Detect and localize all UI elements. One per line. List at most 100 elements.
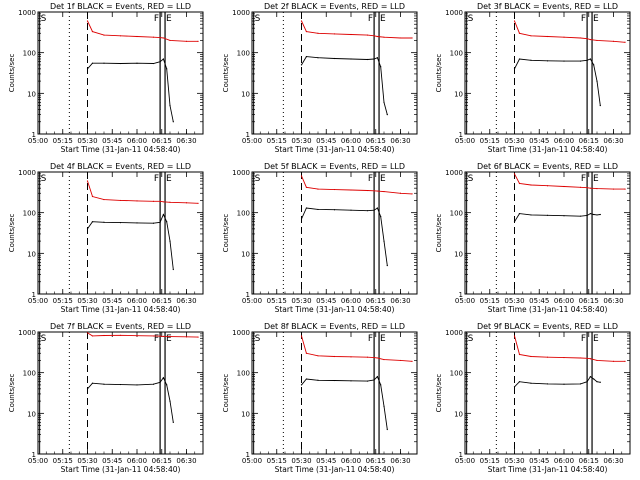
data-point-events (513, 221, 516, 223)
data-point-lld (350, 356, 352, 358)
plot-frame (464, 171, 631, 295)
data-point-lld (376, 357, 378, 359)
y-tick-label: 10 (241, 250, 250, 258)
marker-label-s: S (41, 14, 47, 24)
data-point-lld (119, 334, 122, 336)
data-point-lld (333, 188, 336, 191)
y-tick-label: 1 (459, 131, 463, 139)
data-point-events (380, 216, 382, 218)
panel-title: Det 8f BLACK = Events, RED = LLD (264, 322, 405, 331)
data-point-events (300, 384, 303, 386)
marker-label-f: F (154, 174, 159, 184)
y-axis-label: Counts/sec (435, 374, 443, 413)
series-line-lld (514, 173, 625, 190)
y-tick-label: 10 (241, 90, 250, 98)
data-point-events (350, 58, 352, 60)
x-tick-label: 05:45 (529, 457, 549, 465)
data-point-lld (305, 352, 308, 354)
data-point-lld (86, 180, 89, 182)
data-point-events (596, 381, 598, 383)
plot-frame (251, 11, 418, 135)
x-tick-label: 06:00 (127, 297, 147, 305)
series-line-lld (514, 335, 625, 362)
data-point-events (162, 58, 164, 60)
data-point-events (513, 68, 516, 70)
data-point-events (91, 62, 94, 64)
x-tick-label: 05:30 (77, 137, 97, 145)
data-point-events (350, 380, 352, 382)
x-tick-label: 06:15 (152, 297, 172, 305)
data-point-events (386, 113, 388, 116)
data-point-lld (383, 36, 385, 38)
chart-panel-4: Det 4f BLACK = Events, RED = LLD 1 10 100 10… (8, 162, 204, 314)
marker-label-e: E (166, 174, 172, 184)
series-line-lld (87, 20, 198, 42)
data-point-events (159, 61, 161, 63)
marker-label-e: E (593, 334, 599, 344)
data-point-lld (333, 33, 336, 35)
x-tick-label: 05:30 (291, 297, 311, 305)
plot-frame (464, 331, 631, 455)
y-tick-label: 100 (23, 50, 36, 58)
data-point-lld (563, 185, 565, 188)
data-point-events (317, 208, 319, 211)
plot-frame (464, 11, 631, 135)
plot-frame (251, 331, 418, 455)
chart-panel-6: Det 6f BLACK = Events, RED = LLD 1 10 100 10… (435, 162, 631, 314)
x-tick-label: 06:15 (579, 137, 599, 145)
x-tick-label: 05:30 (504, 137, 524, 145)
data-point-lld (373, 190, 375, 192)
data-point-lld (586, 357, 588, 359)
data-point-events (103, 62, 105, 64)
x-tick-label: 05:00 (28, 457, 48, 465)
data-point-lld (399, 192, 402, 194)
data-point-lld (579, 357, 582, 359)
y-axis-label: Counts/sec (435, 214, 443, 253)
data-point-events (333, 209, 336, 211)
data-point-lld (162, 37, 164, 39)
x-tick-label: 05:15 (480, 457, 500, 465)
y-axis-label: Counts/sec (435, 54, 443, 93)
data-point-events (152, 222, 155, 224)
data-point-events (386, 428, 388, 431)
data-point-events (119, 383, 122, 386)
x-tick-label: 05:30 (504, 297, 524, 305)
marker-label-f: F (154, 334, 159, 344)
data-point-events (530, 59, 532, 61)
y-tick-label: 1000 (232, 9, 250, 17)
data-point-lld (86, 20, 89, 22)
data-point-lld (579, 186, 582, 188)
data-point-lld (350, 189, 352, 191)
x-axis-label: Start Time (31-Jan-11 04:58:40) (61, 465, 181, 474)
x-tick-label: 05:00 (242, 297, 262, 305)
x-tick-label: 06:15 (366, 297, 386, 305)
data-point-lld (624, 188, 626, 190)
data-point-lld (530, 355, 532, 358)
data-point-events (376, 376, 378, 378)
data-point-events (373, 209, 375, 211)
y-tick-label: 100 (237, 210, 250, 218)
y-tick-label: 1 (32, 131, 36, 139)
y-tick-label: 1 (459, 291, 463, 299)
data-point-events (162, 213, 164, 216)
x-tick-label: 05:45 (529, 137, 549, 145)
data-point-events (169, 104, 171, 107)
x-tick-label: 05:00 (455, 457, 475, 465)
x-tick-label: 06:00 (554, 137, 574, 145)
marker-label-e: E (593, 174, 599, 184)
x-tick-label: 05:45 (102, 297, 122, 305)
data-point-lld (376, 35, 378, 38)
x-tick-label: 05:15 (480, 137, 500, 145)
y-axis-label: Counts/sec (8, 374, 16, 413)
data-point-events (366, 58, 369, 61)
data-point-events (333, 57, 336, 60)
data-point-lld (119, 199, 122, 202)
panel-title: Det 4f BLACK = Events, RED = LLD (50, 162, 191, 171)
x-tick-label: 06:30 (176, 457, 196, 465)
data-point-events (530, 214, 532, 216)
marker-label-s: S (41, 174, 47, 184)
x-tick-label: 05:15 (53, 137, 73, 145)
marker-label-s: S (255, 334, 261, 344)
y-tick-label: 1 (246, 451, 250, 459)
y-tick-label: 100 (23, 370, 36, 378)
